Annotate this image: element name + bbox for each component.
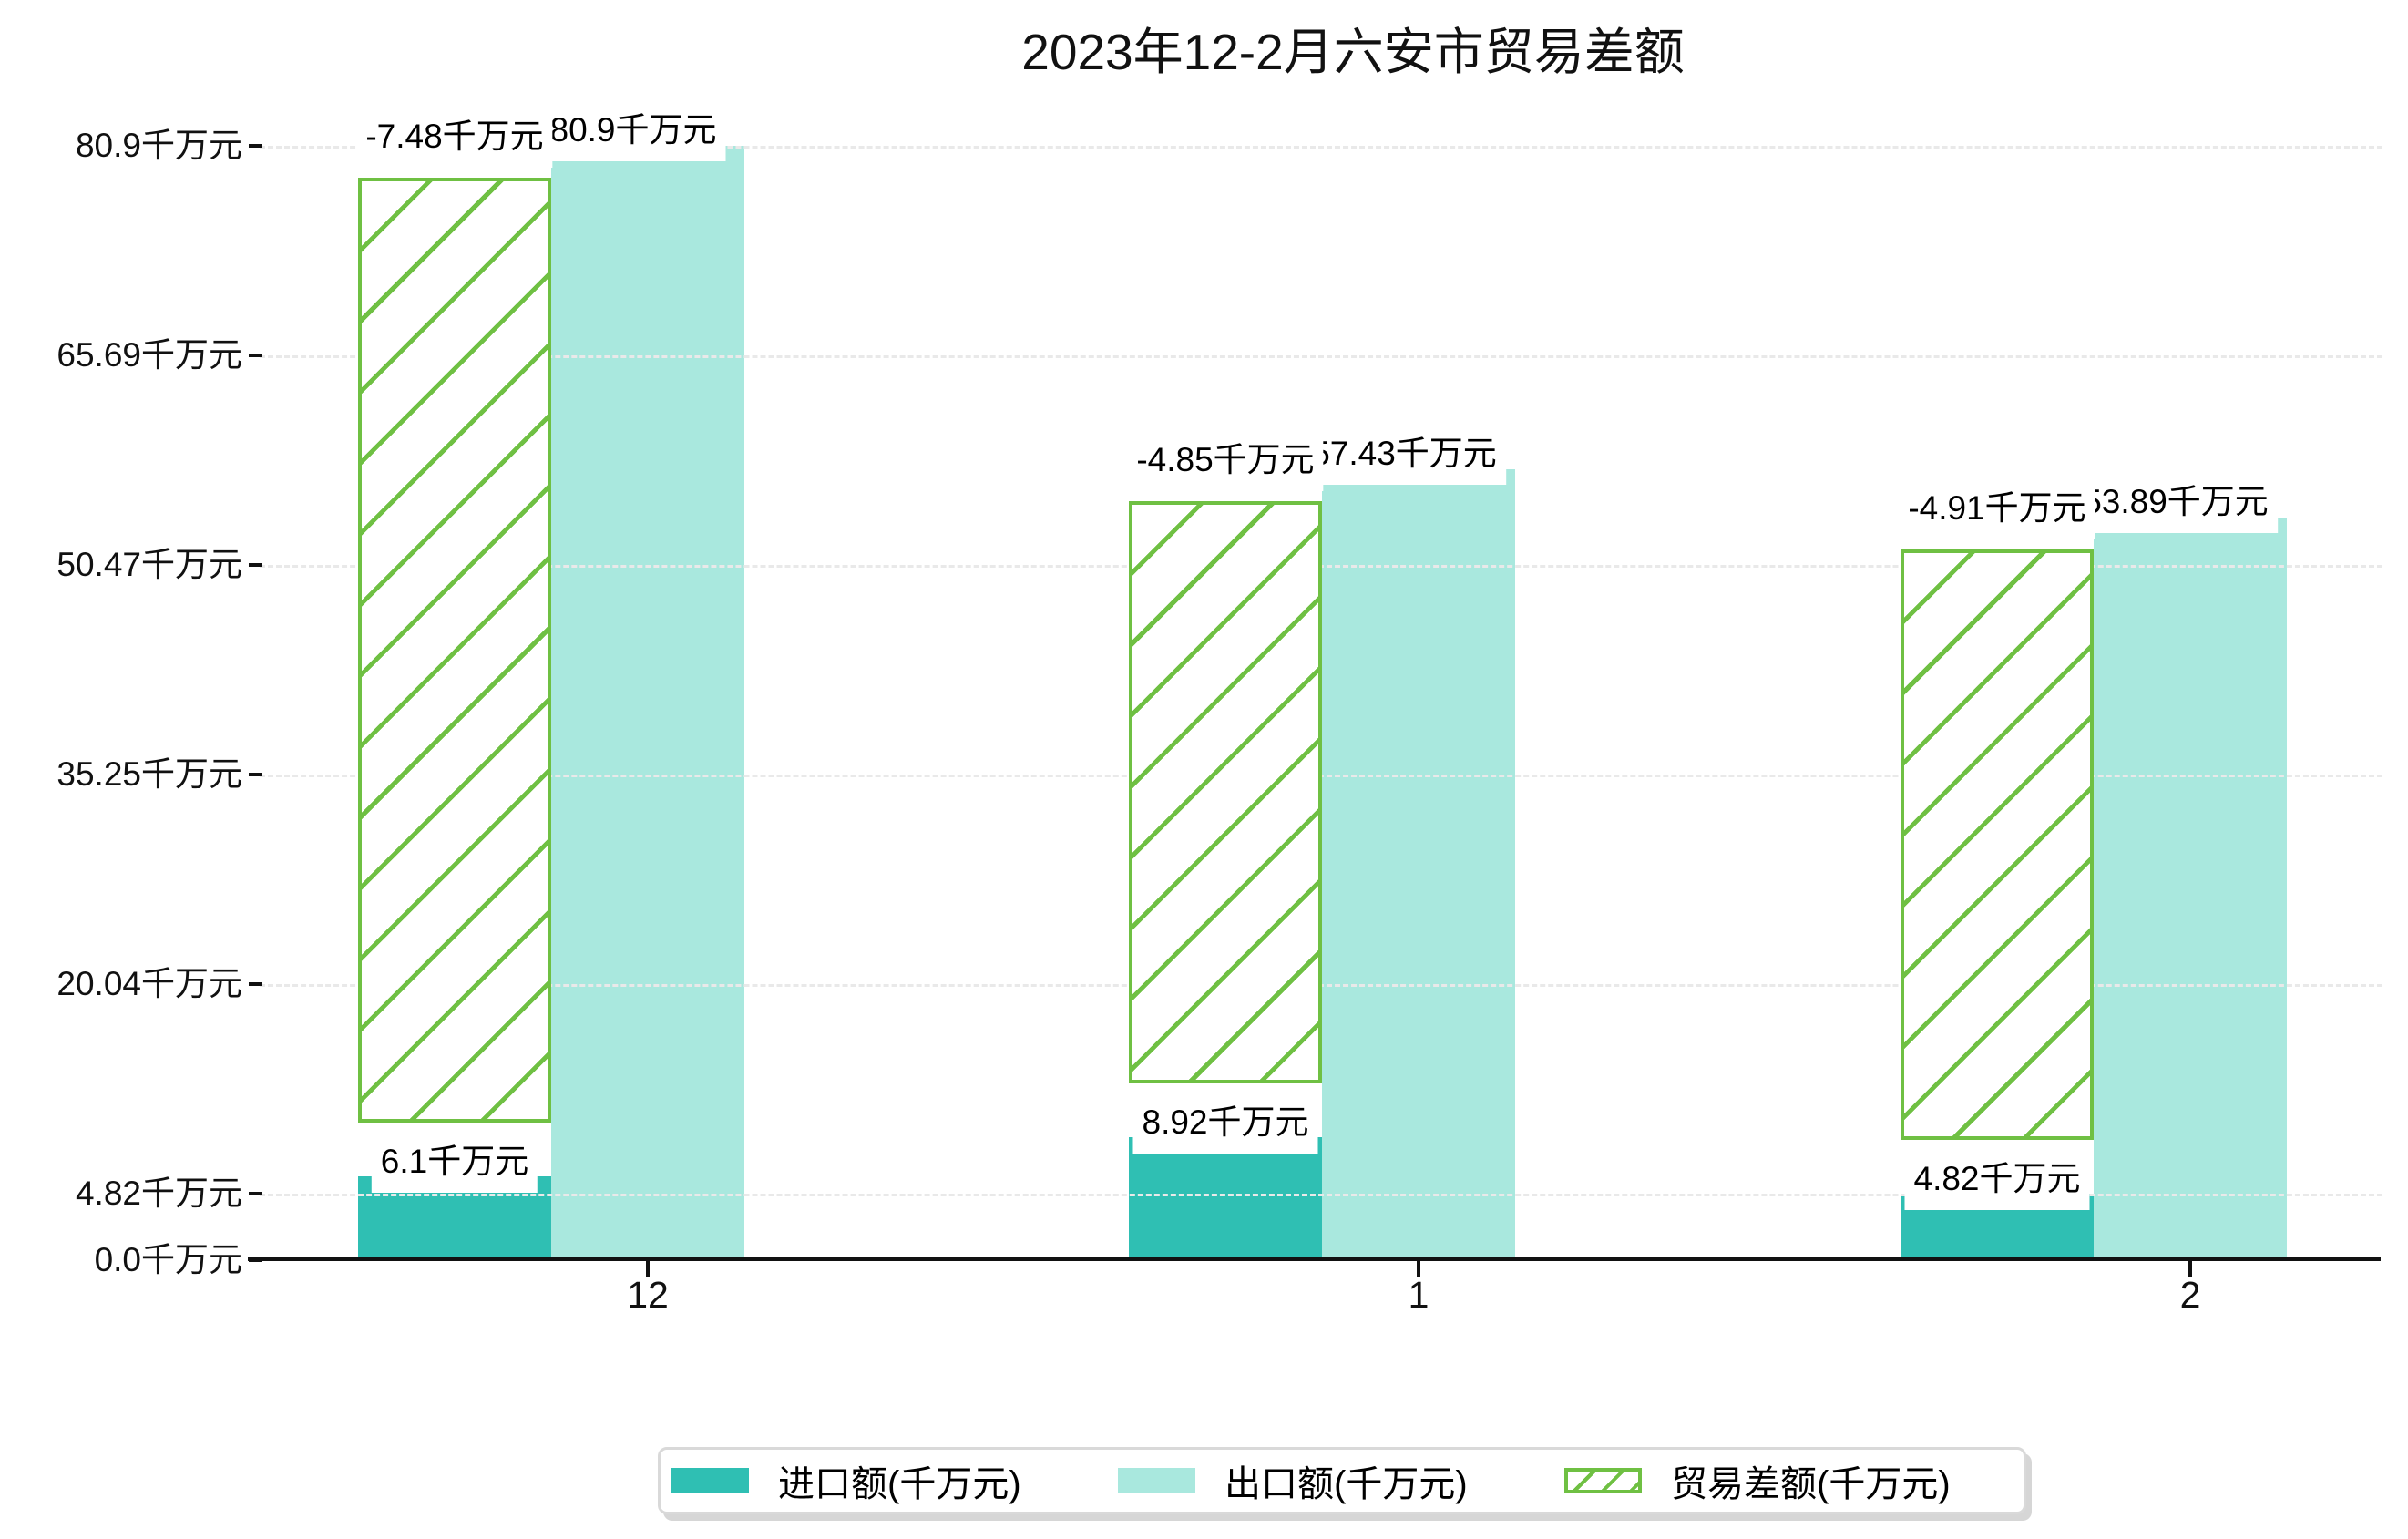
- bar-trade-balance-2: [1901, 549, 2094, 1141]
- bar-export-1: [1322, 468, 1515, 1260]
- import-value-label-2: 4.82千万元: [1904, 1148, 2090, 1211]
- y-tick-4: [249, 563, 262, 568]
- y-tick-label-1: 4.82千万元: [75, 1175, 242, 1213]
- chart-title: 2023年12-2月六安市贸易差额: [1021, 24, 1685, 80]
- y-tick-label-0: 0.0千万元: [94, 1241, 242, 1278]
- x-tick-1: [1417, 1261, 1420, 1277]
- y-tick-label-3: 35.25千万元: [56, 755, 242, 794]
- y-tick-5: [249, 353, 262, 357]
- bar-import-1: [1129, 1137, 1322, 1260]
- y-tick-label-4: 50.47千万元: [56, 546, 242, 584]
- y-tick-label-5: 65.69千万元: [56, 335, 242, 374]
- y-tick-6: [249, 144, 262, 148]
- import-value-label-12: 6.1千万元: [371, 1130, 538, 1193]
- y-tick-3: [249, 773, 262, 777]
- legend-item-import: 进口额(千万元): [671, 1454, 1118, 1507]
- x-tick-label-1: 1: [1408, 1274, 1429, 1316]
- import-swatch-icon: [671, 1468, 749, 1493]
- import-value-label-1: 8.92千万元: [1132, 1092, 1318, 1154]
- export-value-label-2: 53.89千万元: [2074, 471, 2278, 534]
- bar-export-12: [551, 146, 744, 1260]
- trade-balance-value-label-2: -4.91千万元: [1899, 477, 2095, 539]
- export-swatch-icon: [1118, 1468, 1195, 1493]
- bar-export-2: [2094, 518, 2287, 1260]
- y-tick-label-2: 20.04千万元: [56, 965, 242, 1003]
- gridline-1: [260, 1194, 2382, 1197]
- legend-label-balance: 贸易差额(千万元): [1671, 1464, 1951, 1504]
- legend: 进口额(千万元) 出口额(千万元) 贸易差额(千万元): [658, 1447, 2026, 1514]
- balance-hatch-swatch-icon: [1564, 1468, 1642, 1493]
- x-tick-label-2: 2: [2179, 1274, 2201, 1316]
- legend-label-export: 出口额(千万元): [1224, 1464, 1468, 1504]
- x-tick-12: [646, 1261, 650, 1277]
- gridline-6: [260, 146, 2382, 149]
- trade-balance-value-label-1: -4.85千万元: [1127, 429, 1324, 492]
- x-tick-2: [2188, 1261, 2192, 1277]
- y-tick-2: [249, 982, 262, 987]
- y-tick-1: [249, 1192, 262, 1196]
- export-value-label-1: 57.43千万元: [1302, 422, 1506, 485]
- bar-trade-balance-12: [358, 177, 551, 1123]
- export-value-label-12: 80.9千万元: [540, 99, 726, 161]
- legend-item-export: 出口额(千万元): [1118, 1454, 1564, 1507]
- x-axis-line: [248, 1257, 2381, 1261]
- legend-item-balance: 贸易差额(千万元): [1564, 1454, 1951, 1507]
- gridline-5: [260, 354, 2382, 358]
- legend-label-import: 进口额(千万元): [778, 1464, 1021, 1504]
- x-tick-label-12: 12: [627, 1274, 669, 1316]
- trade-balance-value-label-12: -7.48千万元: [356, 105, 553, 168]
- bar-trade-balance-1: [1129, 501, 1322, 1084]
- y-tick-label-6: 80.9千万元: [75, 127, 242, 164]
